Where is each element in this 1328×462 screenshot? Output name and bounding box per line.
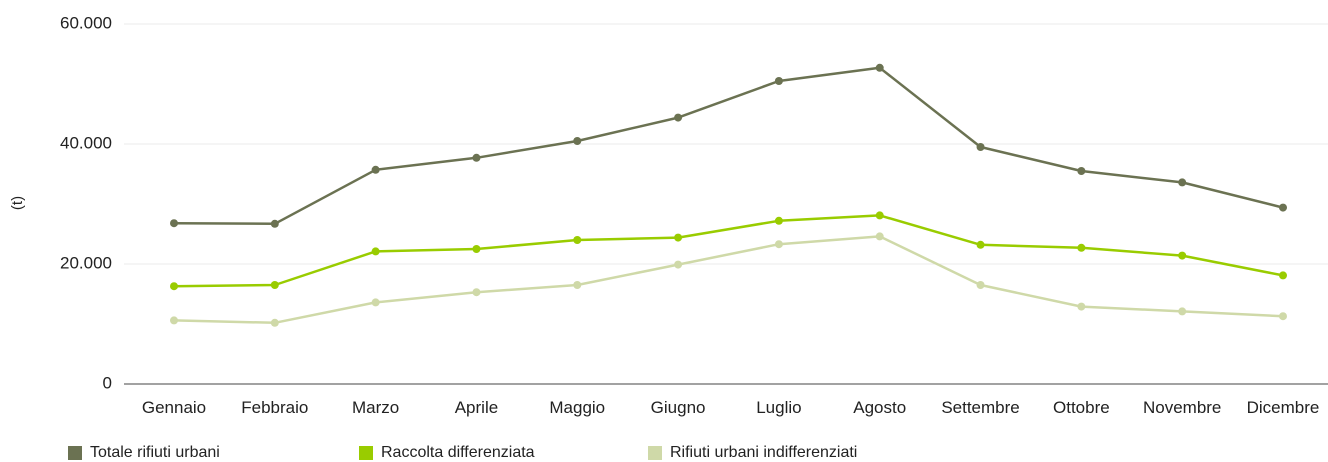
x-axis: Gennaio Febbraio Marzo Aprile Maggio Giugno Lu… [142, 398, 1320, 417]
data-point [1077, 244, 1085, 252]
data-point [674, 234, 682, 242]
data-point [271, 319, 279, 327]
data-point [1077, 303, 1085, 311]
legend-item: Raccolta differenziata [359, 444, 535, 461]
legend-swatch [68, 446, 82, 460]
series-group [170, 64, 1287, 228]
data-point [1178, 178, 1186, 186]
data-point [876, 211, 884, 219]
legend-item: Rifiuti urbani indifferenziati [648, 444, 857, 461]
data-point [372, 298, 380, 306]
x-tick-label: Agosto [853, 398, 906, 417]
y-axis-label: (t) [9, 196, 26, 210]
data-point [372, 166, 380, 174]
data-point [170, 282, 178, 290]
series-line [174, 68, 1283, 224]
data-point [674, 261, 682, 269]
x-tick-label: Febbraio [241, 398, 308, 417]
x-tick-label: Settembre [941, 398, 1019, 417]
data-point [573, 137, 581, 145]
data-point [1279, 204, 1287, 212]
data-point [977, 241, 985, 249]
data-point [775, 240, 783, 248]
x-tick-label: Marzo [352, 398, 399, 417]
x-tick-label: Aprile [455, 398, 498, 417]
data-point [170, 316, 178, 324]
y-axis: 0 20.000 40.000 60.000 [60, 13, 112, 392]
data-point [170, 219, 178, 227]
series-group [170, 232, 1287, 326]
y-tick-label: 20.000 [60, 253, 112, 272]
legend-label: Raccolta differenziata [381, 444, 535, 461]
data-point [775, 217, 783, 225]
data-point [271, 281, 279, 289]
grid-layer [124, 24, 1328, 384]
x-tick-label: Maggio [549, 398, 605, 417]
data-point [876, 64, 884, 72]
y-tick-label: 40.000 [60, 133, 112, 152]
data-point [876, 232, 884, 240]
data-point [977, 143, 985, 151]
x-tick-label: Gennaio [142, 398, 206, 417]
data-point [1178, 252, 1186, 260]
series-layer [170, 64, 1287, 327]
x-tick-label: Luglio [756, 398, 801, 417]
data-point [1178, 307, 1186, 315]
data-point [977, 281, 985, 289]
data-point [674, 114, 682, 122]
x-tick-label: Novembre [1143, 398, 1221, 417]
legend-swatch [648, 446, 662, 460]
y-tick-label: 0 [103, 373, 112, 392]
x-tick-label: Giugno [651, 398, 706, 417]
legend-label: Totale rifiuti urbani [90, 444, 220, 461]
data-point [472, 245, 480, 253]
x-tick-label: Dicembre [1247, 398, 1320, 417]
legend: Totale rifiuti urbani Raccolta differenzi… [68, 444, 857, 461]
data-point [573, 281, 581, 289]
data-point [472, 288, 480, 296]
legend-label: Rifiuti urbani indifferenziati [670, 444, 857, 461]
data-point [775, 77, 783, 85]
data-point [271, 220, 279, 228]
data-point [472, 154, 480, 162]
series-line [174, 215, 1283, 286]
y-tick-label: 60.000 [60, 13, 112, 32]
series-group [170, 211, 1287, 290]
data-point [372, 247, 380, 255]
legend-item: Totale rifiuti urbani [68, 444, 220, 461]
data-point [1279, 312, 1287, 320]
x-tick-label: Ottobre [1053, 398, 1110, 417]
data-point [1077, 167, 1085, 175]
data-point [573, 236, 581, 244]
data-point [1279, 271, 1287, 279]
legend-swatch [359, 446, 373, 460]
